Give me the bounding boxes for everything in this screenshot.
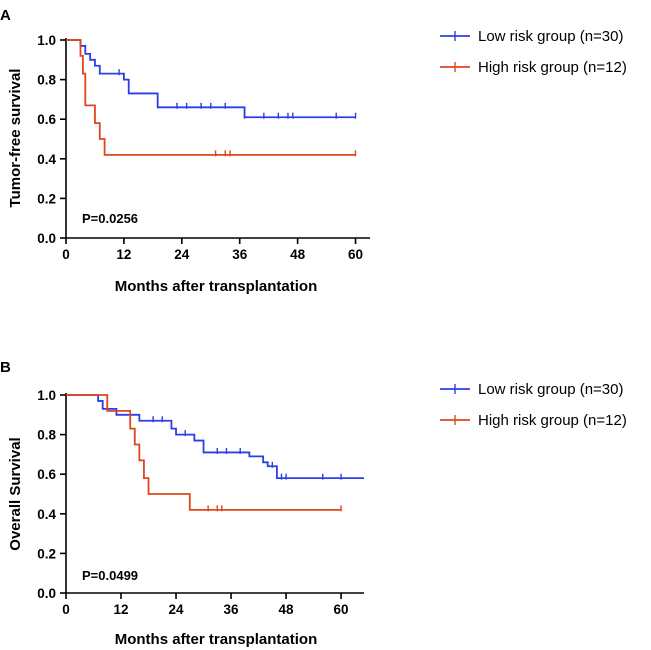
x-tick-label-a: 60 bbox=[348, 247, 363, 262]
x-tick-label-b: 12 bbox=[113, 602, 128, 617]
panel-label-a: A bbox=[0, 7, 11, 24]
x-tick-label-b: 48 bbox=[279, 602, 295, 617]
legend-label-low-b: Low risk group (n=30) bbox=[478, 381, 624, 398]
y-tick-label-b: 0.2 bbox=[37, 546, 56, 561]
legend-label-high-b: High risk group (n=12) bbox=[478, 412, 627, 429]
legend-label-low-a: Low risk group (n=30) bbox=[478, 28, 624, 45]
km-line-high-a bbox=[66, 39, 356, 156]
y-tick-label-a: 0.0 bbox=[37, 231, 56, 246]
km-line-low-a bbox=[66, 39, 356, 119]
x-tick-label-b: 0 bbox=[62, 602, 70, 617]
x-tick-label-a: 0 bbox=[62, 247, 70, 262]
y-tick-label-b: 1.0 bbox=[37, 388, 56, 403]
y-tick-label-a: 1.0 bbox=[37, 33, 56, 48]
y-tick-label-b: 0.0 bbox=[37, 586, 56, 601]
y-axis-title-a: Tumor-free survival bbox=[7, 69, 24, 208]
x-tick-label-b: 36 bbox=[224, 602, 240, 617]
p-value-b: P=0.0499 bbox=[82, 568, 138, 583]
x-axis-title-b: Months after transplantation bbox=[115, 631, 318, 648]
x-tick-label-b: 60 bbox=[334, 602, 349, 617]
y-tick-label-b: 0.6 bbox=[37, 467, 56, 482]
legend-b: Low risk group (n=30) High risk group (n… bbox=[440, 381, 627, 429]
x-axis-title-a: Months after transplantation bbox=[115, 278, 318, 295]
legend-label-high-a: High risk group (n=12) bbox=[478, 59, 627, 76]
x-tick-label-a: 12 bbox=[116, 247, 131, 262]
x-tick-label-b: 24 bbox=[169, 602, 185, 617]
chart-panel-a: A Tumor-free survival Months after trans… bbox=[0, 7, 627, 295]
y-tick-label-a: 0.4 bbox=[37, 152, 56, 167]
p-value-a: P=0.0256 bbox=[82, 211, 138, 226]
y-axis-title-b: Overall Survival bbox=[7, 437, 24, 550]
x-tick-label-a: 24 bbox=[174, 247, 190, 262]
x-tick-label-a: 48 bbox=[290, 247, 306, 262]
y-tick-label-b: 0.4 bbox=[37, 507, 56, 522]
y-tick-label-a: 0.2 bbox=[37, 191, 56, 206]
legend-a: Low risk group (n=30) High risk group (n… bbox=[440, 28, 627, 76]
km-line-low-b bbox=[66, 394, 364, 480]
y-tick-label-b: 0.8 bbox=[37, 428, 56, 443]
km-line-high-b bbox=[66, 394, 342, 511]
y-tick-label-a: 0.6 bbox=[37, 112, 56, 127]
chart-panel-b: B Overall Survival Months after transpla… bbox=[0, 359, 627, 648]
x-tick-label-a: 36 bbox=[232, 247, 248, 262]
panel-label-b: B bbox=[0, 359, 11, 376]
y-tick-label-a: 0.8 bbox=[37, 73, 56, 88]
